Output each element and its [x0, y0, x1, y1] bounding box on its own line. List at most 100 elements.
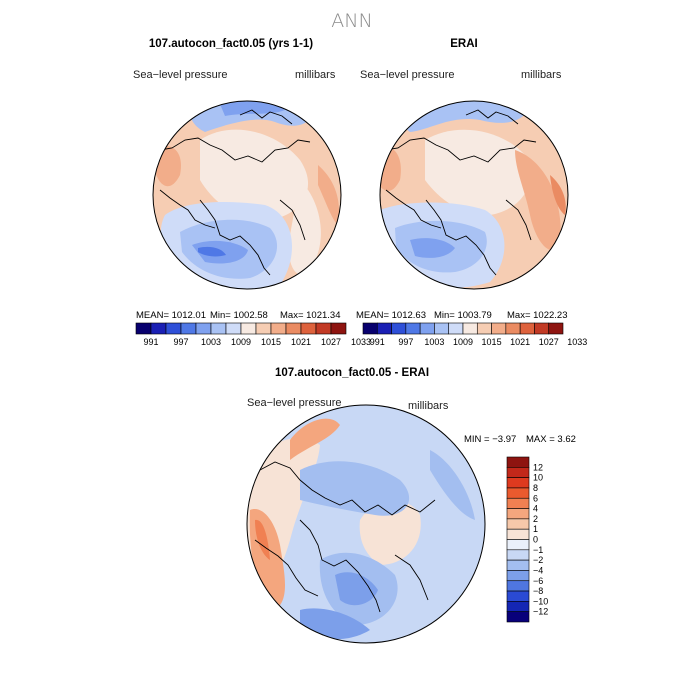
colorbar-tick-label: 1015: [482, 337, 502, 347]
stat-min: Min= 1003.79: [434, 310, 492, 321]
colorbar-swatch: [330, 322, 347, 335]
colorbar-tick-label: 1033: [567, 337, 587, 347]
colorbar-tick-label: 2: [533, 514, 538, 524]
contour-neg-south-deep: [335, 572, 378, 606]
colorbar-swatch: [491, 322, 507, 335]
colorbar-swatch: [476, 322, 492, 335]
contour-blue-south-core: [198, 246, 226, 257]
panel-title: ERAI: [450, 38, 477, 50]
variable-label: Sea−level pressure: [133, 69, 227, 81]
stat-max: Max= 1021.34: [280, 310, 340, 321]
colorbar-tick-label: 991: [370, 337, 385, 347]
colorbar-swatch: [434, 322, 450, 335]
colorbar-swatch: [506, 549, 530, 561]
colorbar-tick-label: 8: [533, 483, 538, 493]
polar-map: [247, 405, 485, 643]
colorbar-swatch: [165, 322, 182, 335]
contour-pos-north: [290, 418, 340, 460]
colorbar-swatch: [506, 539, 530, 551]
contour-red-east: [550, 175, 566, 215]
colorbar-swatch: [315, 322, 332, 335]
colorbar-swatch: [300, 322, 317, 335]
colorbar-swatch: [210, 322, 227, 335]
colorbar-swatch: [548, 322, 564, 335]
colorbar-swatch: [506, 456, 530, 468]
colorbar-swatch: [419, 322, 435, 335]
colorbar-swatch: [405, 322, 421, 335]
colorbar-swatch: [448, 322, 464, 335]
colorbar-swatch: [225, 322, 242, 335]
contour-neg-mid: [300, 461, 410, 516]
colorbar-swatch: [255, 322, 272, 335]
coastline: [254, 461, 436, 613]
colorbar-tick-label: −1: [533, 545, 543, 555]
colorbar-tick-label: 1021: [291, 337, 311, 347]
panel-title: 107.autocon_fact0.05 - ERAI: [275, 367, 429, 379]
contour-blue-north-inner: [220, 101, 285, 116]
colorbar-swatch: [506, 508, 530, 520]
colorbar-tick-label: 6: [533, 493, 538, 503]
colorbar-swatch: [506, 559, 530, 571]
colorbar-swatch: [506, 611, 530, 623]
colorbar-swatch: [180, 322, 197, 335]
colorbar-tick-label: −10: [533, 596, 548, 606]
colorbar-swatch: [506, 528, 530, 540]
contour-light-east: [288, 180, 321, 275]
colorbar-swatch: [506, 518, 530, 530]
colorbar-tick-label: 1003: [424, 337, 444, 347]
colorbar-tick-label: −6: [533, 576, 543, 586]
colorbar-tick-label: 12: [533, 462, 543, 472]
coastline: [159, 109, 311, 276]
colorbar-swatch: [391, 322, 407, 335]
colorbar-tick-label: 1015: [261, 337, 281, 347]
colorbar-swatch: [534, 322, 550, 335]
contour-neutral-east: [359, 500, 421, 565]
variable-label: Sea−level pressure: [247, 397, 341, 409]
units-label: millibars: [521, 69, 562, 81]
colorbar-swatch: [362, 322, 378, 335]
colorbar-swatch: [519, 322, 535, 335]
colorbar-swatch: [376, 322, 392, 335]
colorbar-swatch: [506, 590, 530, 602]
colorbar-swatch: [240, 322, 257, 335]
colorbar-swatch: [150, 322, 167, 335]
colorbar-tick-label: 1027: [539, 337, 559, 347]
colorbar-tick-label: 1033: [351, 337, 371, 347]
panel-obs: ERAI Sea−level pressure millibars MEAN= …: [356, 38, 587, 347]
colorbar-swatch: [506, 580, 530, 592]
colorbar-swatch: [285, 322, 302, 335]
contour-orange-east: [515, 150, 561, 251]
colorbar-swatch: [135, 322, 152, 335]
stat-min: MIN = −3.97: [464, 434, 516, 445]
colorbar-swatch: [506, 570, 530, 582]
contour-blue-south-deep: [410, 238, 455, 258]
colorbar-tick-label: −8: [533, 586, 543, 596]
colorbar-horizontal: 991 997 1003 1009 1015 1021 1027 1033: [362, 322, 587, 347]
map-border: [379, 100, 569, 290]
contour-orange-east: [318, 165, 340, 225]
colorbar-tick-label: 10: [533, 473, 543, 483]
colorbar-tick-label: 4: [533, 504, 538, 514]
colorbar-tick-label: 991: [143, 337, 158, 347]
colorbar-tick-label: 1009: [231, 337, 251, 347]
stat-mean: MEAN= 1012.01: [136, 310, 206, 321]
stat-mean: MEAN= 1012.63: [356, 310, 426, 321]
colorbar-swatch: [462, 322, 478, 335]
colorbar-swatch: [506, 497, 530, 509]
units-label: millibars: [295, 69, 336, 81]
colorbar-tick-label: 1003: [201, 337, 221, 347]
colorbar-tick-label: 1009: [453, 337, 473, 347]
map-border: [152, 100, 342, 290]
colorbar-swatch: [195, 322, 212, 335]
colorbar-swatch: [506, 477, 530, 489]
colorbar-tick-label: 0: [533, 535, 538, 545]
colorbar-swatch: [270, 322, 287, 335]
figure-title: ANN: [331, 10, 372, 32]
stat-max: MAX = 3.62: [526, 434, 576, 445]
colorbar-horizontal: 991 997 1003 1009 1015 1021 1027 1033: [135, 322, 371, 347]
colorbar-tick-label: −4: [533, 565, 543, 575]
colorbar-tick-label: 1021: [510, 337, 530, 347]
colorbar-tick-label: −2: [533, 555, 543, 565]
colorbar-swatch: [506, 601, 530, 612]
